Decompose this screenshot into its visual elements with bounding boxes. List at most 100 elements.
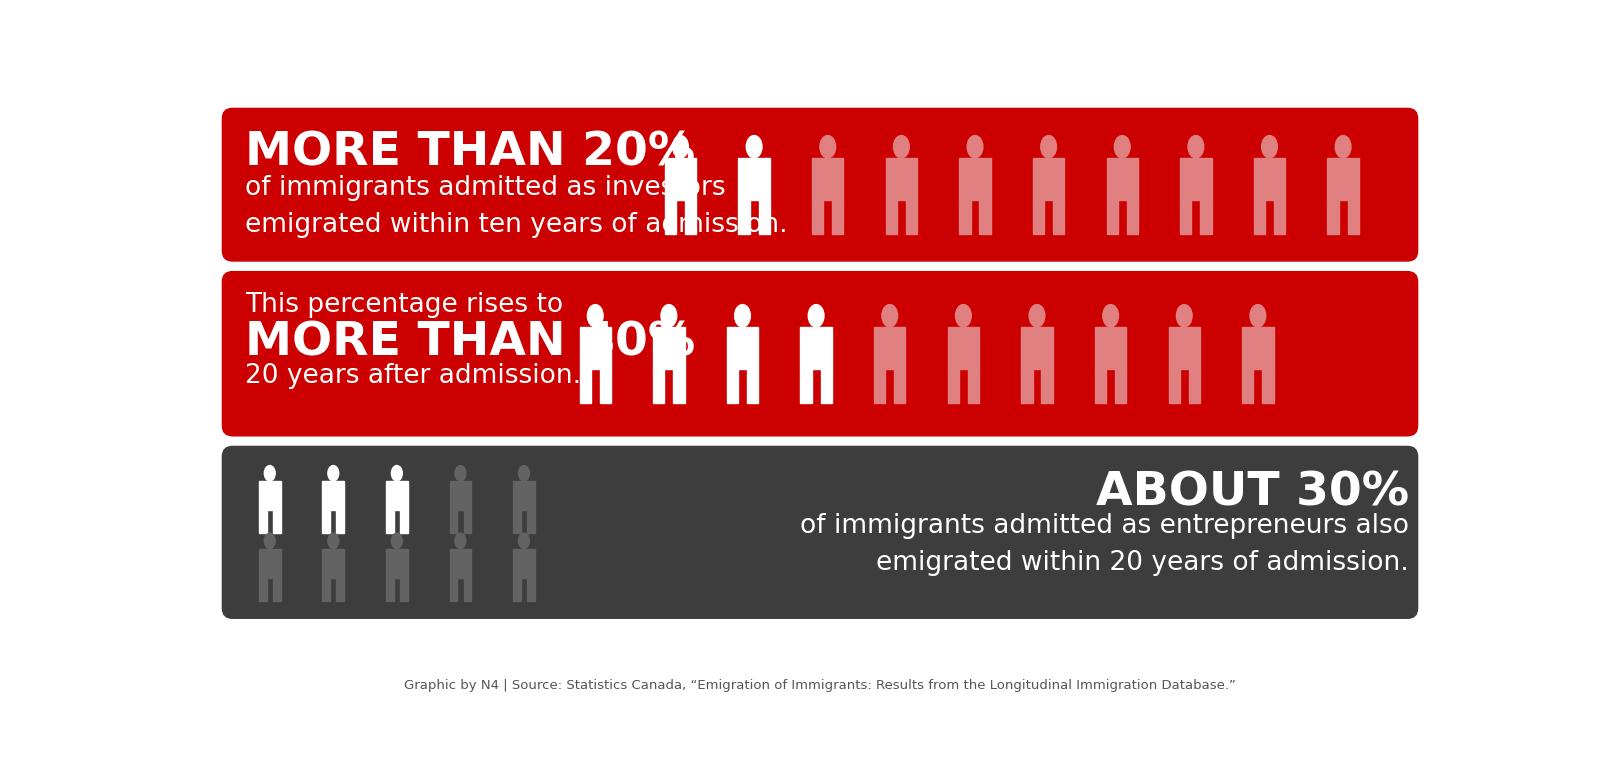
Bar — [526, 510, 534, 533]
Ellipse shape — [661, 304, 677, 327]
Ellipse shape — [587, 304, 603, 327]
FancyBboxPatch shape — [222, 271, 1418, 436]
Bar — [874, 369, 885, 403]
Bar — [874, 327, 906, 369]
Bar — [821, 369, 832, 403]
Bar — [400, 510, 408, 533]
Bar — [1126, 200, 1138, 234]
Bar — [947, 327, 979, 369]
Bar — [450, 510, 458, 533]
Bar — [386, 578, 394, 601]
Bar — [386, 548, 408, 578]
Bar — [1254, 200, 1266, 234]
Ellipse shape — [672, 135, 688, 158]
Ellipse shape — [392, 465, 402, 481]
Bar — [979, 200, 990, 234]
Bar — [323, 548, 344, 578]
Bar — [1274, 200, 1285, 234]
Text: 20 years after admission.: 20 years after admission. — [245, 364, 581, 389]
Ellipse shape — [955, 304, 971, 327]
Bar — [1200, 200, 1211, 234]
Bar — [450, 548, 472, 578]
Bar — [1021, 327, 1053, 369]
Bar — [579, 327, 611, 369]
Bar — [968, 369, 979, 403]
Bar — [813, 158, 843, 200]
Bar — [674, 369, 685, 403]
Bar — [685, 200, 696, 234]
Bar — [579, 369, 590, 403]
Ellipse shape — [1040, 135, 1056, 158]
Bar — [738, 200, 750, 234]
Bar — [450, 481, 472, 510]
Bar — [1034, 200, 1045, 234]
Bar — [886, 158, 917, 200]
Bar — [464, 510, 472, 533]
Ellipse shape — [1336, 135, 1350, 158]
Ellipse shape — [1102, 304, 1118, 327]
Bar — [947, 369, 958, 403]
Ellipse shape — [454, 465, 466, 481]
Bar — [1021, 369, 1032, 403]
Text: of immigrants admitted as investors
emigrated within ten years of admission.: of immigrants admitted as investors emig… — [245, 175, 787, 239]
Ellipse shape — [1176, 304, 1192, 327]
Bar — [1242, 369, 1253, 403]
Bar — [664, 158, 696, 200]
Bar — [1328, 158, 1358, 200]
Bar — [726, 327, 758, 369]
Bar — [813, 200, 824, 234]
Bar — [653, 327, 685, 369]
Bar — [1034, 158, 1064, 200]
FancyBboxPatch shape — [222, 108, 1418, 262]
Bar — [832, 200, 843, 234]
Ellipse shape — [808, 304, 824, 327]
Bar — [960, 200, 971, 234]
Bar — [526, 578, 534, 601]
Bar — [259, 578, 267, 601]
Ellipse shape — [518, 533, 530, 548]
Bar — [747, 369, 758, 403]
Bar — [514, 548, 534, 578]
Bar — [450, 578, 458, 601]
Bar — [894, 369, 906, 403]
Bar — [800, 369, 811, 403]
Bar — [1347, 200, 1358, 234]
Bar — [323, 578, 330, 601]
Ellipse shape — [819, 135, 835, 158]
Ellipse shape — [734, 304, 750, 327]
Bar — [800, 327, 832, 369]
Ellipse shape — [1189, 135, 1203, 158]
Text: This percentage rises to: This percentage rises to — [245, 292, 563, 318]
Bar — [758, 200, 770, 234]
Bar — [1107, 158, 1138, 200]
Bar — [600, 369, 611, 403]
Ellipse shape — [1262, 135, 1277, 158]
Ellipse shape — [746, 135, 762, 158]
Bar — [400, 578, 408, 601]
Bar — [323, 481, 344, 510]
Bar — [664, 200, 677, 234]
Text: MORE THAN 40%: MORE THAN 40% — [245, 321, 696, 366]
Bar — [274, 578, 280, 601]
Bar — [336, 510, 344, 533]
Ellipse shape — [1250, 304, 1266, 327]
Ellipse shape — [264, 465, 275, 481]
Bar — [1094, 369, 1106, 403]
Bar — [323, 510, 330, 533]
Bar — [274, 510, 280, 533]
Bar — [1053, 200, 1064, 234]
Ellipse shape — [264, 533, 275, 548]
Bar — [1328, 200, 1339, 234]
Bar — [1042, 369, 1053, 403]
Bar — [960, 158, 990, 200]
Ellipse shape — [893, 135, 909, 158]
Bar — [259, 481, 280, 510]
Bar — [386, 510, 394, 533]
Bar — [464, 578, 472, 601]
Bar — [514, 481, 534, 510]
Bar — [336, 578, 344, 601]
Ellipse shape — [966, 135, 982, 158]
Ellipse shape — [392, 533, 402, 548]
Bar — [1189, 369, 1200, 403]
Bar — [1115, 369, 1126, 403]
